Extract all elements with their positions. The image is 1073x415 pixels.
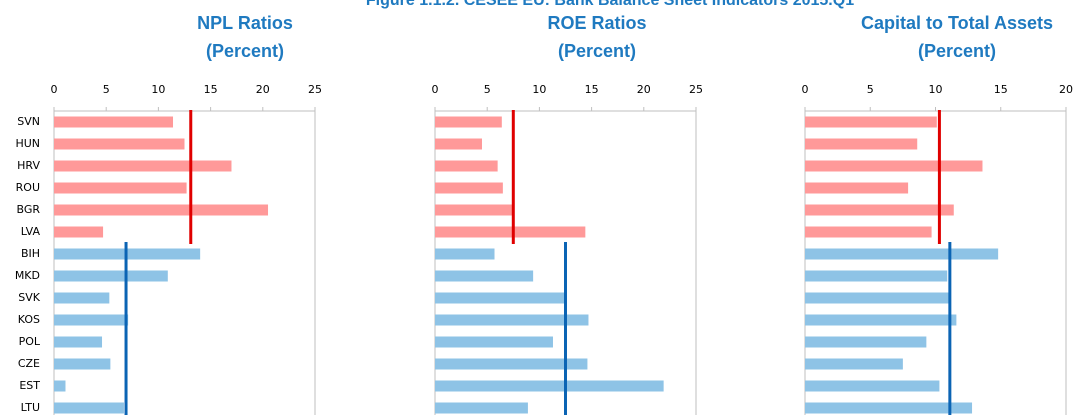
bar bbox=[54, 380, 66, 392]
bar bbox=[54, 402, 124, 414]
bar bbox=[805, 270, 948, 282]
bar bbox=[435, 204, 514, 216]
y-tick-label: KOS bbox=[18, 313, 40, 326]
x-tick-label: 10 bbox=[532, 83, 546, 96]
bar bbox=[435, 292, 566, 304]
plot-frame bbox=[434, 110, 697, 415]
chart-title: NPL Ratios bbox=[197, 13, 293, 33]
chart-subtitle: (Percent) bbox=[918, 41, 996, 61]
x-tick-label: 0 bbox=[51, 83, 58, 96]
bar bbox=[435, 402, 528, 414]
chart-subtitle: (Percent) bbox=[558, 41, 636, 61]
bar bbox=[435, 270, 534, 282]
bar bbox=[805, 204, 954, 216]
y-tick-label: CZE bbox=[18, 357, 40, 370]
bar bbox=[435, 248, 495, 260]
x-tick-label: 25 bbox=[308, 83, 322, 96]
x-tick-label: 0 bbox=[432, 83, 439, 96]
bar bbox=[805, 402, 973, 414]
x-tick-label: 10 bbox=[929, 83, 943, 96]
chart-title: ROE Ratios bbox=[547, 13, 646, 33]
x-tick-label: 15 bbox=[994, 83, 1008, 96]
bar bbox=[54, 226, 104, 238]
bar bbox=[54, 138, 185, 150]
bar bbox=[54, 182, 187, 194]
y-tick-label: LTU bbox=[21, 401, 40, 414]
figure-title: Figure 1.1.2. CESEE EU: Bank Balance She… bbox=[366, 0, 854, 9]
y-tick-label: LVA bbox=[21, 225, 41, 238]
bar bbox=[805, 358, 903, 370]
x-tick-label: 20 bbox=[256, 83, 270, 96]
bar bbox=[54, 314, 129, 326]
bar bbox=[805, 138, 918, 150]
bar bbox=[435, 116, 502, 128]
bar bbox=[805, 380, 940, 392]
bar bbox=[54, 292, 110, 304]
x-tick-label: 5 bbox=[867, 83, 874, 96]
bar bbox=[54, 336, 103, 348]
bar bbox=[435, 336, 553, 348]
bar bbox=[435, 380, 664, 392]
x-tick-label: 20 bbox=[1059, 83, 1073, 96]
chart-subtitle: (Percent) bbox=[206, 41, 284, 61]
plot-frame bbox=[53, 110, 316, 415]
bar bbox=[805, 336, 927, 348]
x-tick-label: 5 bbox=[103, 83, 110, 96]
bar bbox=[805, 160, 983, 172]
x-tick-label: 25 bbox=[689, 83, 703, 96]
bar bbox=[805, 248, 999, 260]
bar bbox=[435, 226, 586, 238]
bar bbox=[435, 314, 589, 326]
chart-title: Capital to Total Assets bbox=[861, 13, 1053, 33]
y-tick-label: SVK bbox=[18, 291, 41, 304]
y-tick-label: SVN bbox=[17, 115, 40, 128]
x-tick-label: 15 bbox=[204, 83, 218, 96]
bar bbox=[805, 182, 909, 194]
bar bbox=[805, 116, 937, 128]
y-tick-label: BGR bbox=[16, 203, 40, 216]
x-tick-label: 0 bbox=[802, 83, 809, 96]
y-tick-label: EST bbox=[19, 379, 40, 392]
x-tick-label: 20 bbox=[637, 83, 651, 96]
bar bbox=[54, 358, 111, 370]
bar bbox=[54, 270, 168, 282]
x-tick-label: 5 bbox=[484, 83, 491, 96]
bar bbox=[54, 116, 174, 128]
bar bbox=[435, 160, 498, 172]
y-tick-label: BIH bbox=[21, 247, 40, 260]
y-tick-label: ROU bbox=[16, 181, 40, 194]
y-tick-label: HUN bbox=[15, 137, 40, 150]
bar bbox=[435, 182, 503, 194]
x-tick-label: 15 bbox=[585, 83, 599, 96]
bar bbox=[805, 292, 949, 304]
bar bbox=[54, 204, 269, 216]
y-tick-label: HRV bbox=[17, 159, 40, 172]
bar bbox=[805, 314, 957, 326]
x-tick-label: 10 bbox=[151, 83, 165, 96]
y-tick-label: MKD bbox=[15, 269, 40, 282]
bar bbox=[54, 160, 232, 172]
y-tick-label: POL bbox=[19, 335, 41, 348]
bar bbox=[435, 138, 482, 150]
bar bbox=[435, 358, 588, 370]
bar bbox=[805, 226, 932, 238]
